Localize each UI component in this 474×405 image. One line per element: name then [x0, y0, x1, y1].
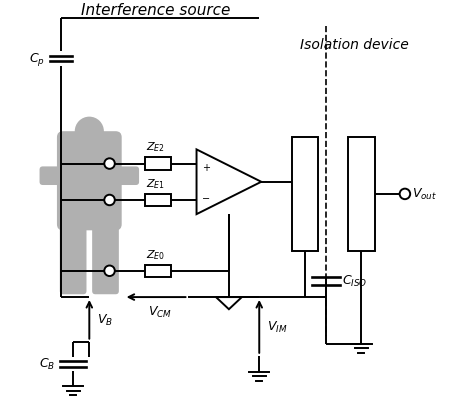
Ellipse shape: [75, 117, 104, 146]
Text: Interference source: Interference source: [82, 3, 231, 18]
Text: $C_p$: $C_p$: [29, 51, 45, 68]
Bar: [292, 138, 318, 251]
FancyBboxPatch shape: [92, 220, 119, 294]
FancyBboxPatch shape: [111, 167, 139, 185]
FancyBboxPatch shape: [57, 132, 122, 231]
Text: $Z_{E2}$: $Z_{E2}$: [146, 140, 165, 154]
Text: $C_{ISO}$: $C_{ISO}$: [342, 274, 368, 289]
Text: $V_B$: $V_B$: [98, 312, 113, 327]
Text: $V_{CM}$: $V_{CM}$: [148, 305, 172, 320]
Text: $-$: $-$: [201, 192, 210, 202]
Text: +: +: [201, 163, 210, 173]
Bar: [145, 194, 171, 207]
Text: $Z_{E1}$: $Z_{E1}$: [146, 177, 165, 190]
Circle shape: [104, 159, 115, 169]
Circle shape: [400, 189, 410, 200]
FancyBboxPatch shape: [60, 220, 86, 294]
FancyBboxPatch shape: [39, 167, 67, 185]
Text: $V_{out}$: $V_{out}$: [412, 187, 438, 202]
Text: $Z_{E0}$: $Z_{E0}$: [146, 247, 165, 261]
Bar: [348, 138, 374, 251]
Circle shape: [104, 195, 115, 206]
Text: Isolation device: Isolation device: [300, 38, 409, 52]
Circle shape: [104, 266, 115, 276]
Text: $V_{IM}$: $V_{IM}$: [267, 319, 288, 334]
Text: $C_B$: $C_B$: [39, 356, 55, 371]
Bar: [145, 158, 171, 170]
Bar: [145, 265, 171, 277]
